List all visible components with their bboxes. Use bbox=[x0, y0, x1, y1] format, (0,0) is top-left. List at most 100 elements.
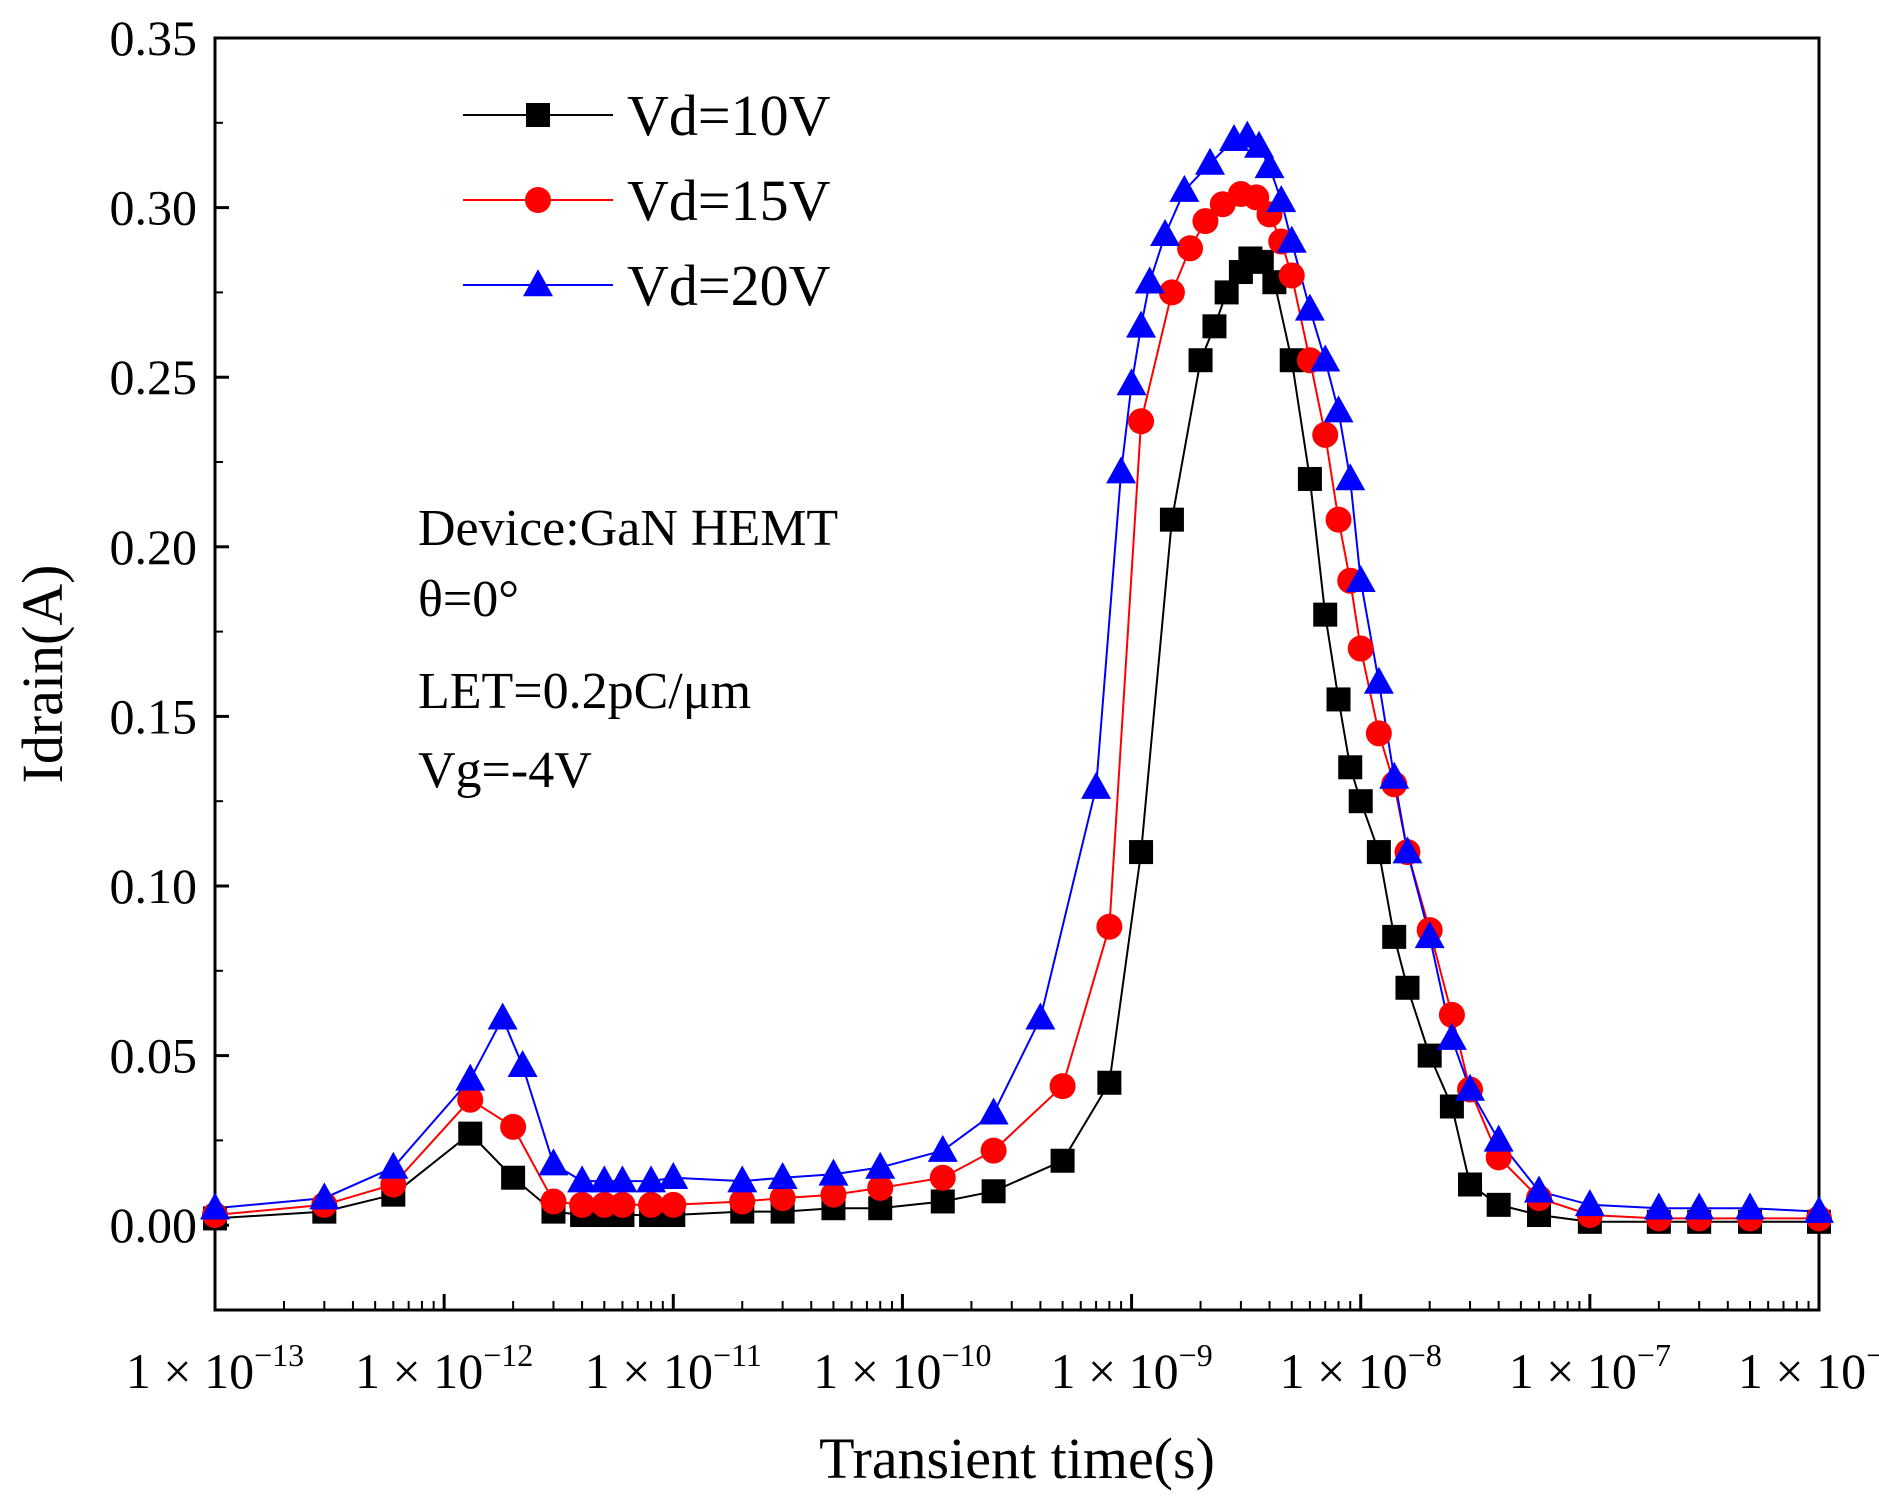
data-point bbox=[1169, 174, 1200, 202]
data-point bbox=[1129, 840, 1154, 865]
y-tick-label: 0.35 bbox=[110, 10, 198, 66]
annotation-let: LET=0.2pC/μm bbox=[418, 663, 751, 720]
data-point bbox=[1106, 456, 1137, 484]
data-point bbox=[1134, 266, 1165, 294]
data-point bbox=[1150, 218, 1181, 246]
data-point bbox=[820, 1181, 847, 1208]
data-point bbox=[1254, 151, 1285, 179]
data-point bbox=[1335, 463, 1366, 491]
data-point bbox=[865, 1151, 896, 1179]
legend-marker bbox=[526, 103, 550, 127]
y-tick-label: 0.15 bbox=[110, 688, 198, 744]
data-point bbox=[818, 1158, 849, 1186]
data-point bbox=[1278, 262, 1305, 289]
data-point bbox=[1202, 314, 1227, 339]
data-point bbox=[867, 1174, 894, 1201]
series-line bbox=[214, 257, 1819, 1223]
data-point bbox=[1417, 1043, 1442, 1068]
data-point bbox=[1348, 789, 1373, 814]
data-point bbox=[1414, 921, 1445, 949]
data-point bbox=[1128, 408, 1155, 435]
y-tick-label: 0.20 bbox=[110, 519, 198, 575]
data-point bbox=[769, 1185, 796, 1212]
legend-label: Vd=15V bbox=[627, 168, 831, 233]
data-point bbox=[727, 1165, 758, 1193]
data-point bbox=[1097, 1070, 1122, 1095]
series-markers bbox=[200, 120, 1834, 1234]
annotation-block: Device:GaN HEMT θ=0° LET=0.2pC/μm Vg=-4V bbox=[418, 500, 838, 799]
data-point bbox=[660, 1191, 687, 1218]
data-point bbox=[538, 1148, 569, 1176]
data-point bbox=[609, 1191, 636, 1218]
data-point bbox=[1436, 1022, 1467, 1050]
data-point bbox=[1574, 1189, 1605, 1217]
data-point bbox=[458, 1121, 483, 1146]
data-point bbox=[540, 1188, 567, 1215]
data-point bbox=[1025, 1002, 1056, 1030]
data-point bbox=[1081, 771, 1112, 799]
data-point bbox=[1363, 666, 1394, 694]
x-axis: 1 × 10−13 1 × 10−12 1 × 10−11 1 × 10−10 1 × … bbox=[126, 1294, 1879, 1399]
data-point bbox=[636, 1165, 667, 1193]
data-point bbox=[500, 1113, 527, 1140]
data-point bbox=[1049, 1073, 1076, 1100]
data-point bbox=[455, 1063, 486, 1091]
x-tick-label: 1 × 10−11 bbox=[585, 1337, 762, 1399]
data-point bbox=[607, 1165, 638, 1193]
data-point bbox=[729, 1188, 756, 1215]
data-point bbox=[1458, 1172, 1483, 1197]
y-tick-label: 0.10 bbox=[110, 858, 198, 914]
data-point bbox=[1486, 1192, 1511, 1217]
x-tick-label: 1 × 10−9 bbox=[1050, 1337, 1212, 1399]
data-point bbox=[1116, 368, 1147, 396]
x-tick-label: 1 × 10−8 bbox=[1280, 1337, 1442, 1399]
data-point bbox=[1294, 293, 1325, 321]
data-point bbox=[1249, 249, 1274, 274]
data-point bbox=[930, 1189, 955, 1214]
y-tick-label: 0.00 bbox=[110, 1197, 198, 1253]
x-tick-label: 1 × 10−10 bbox=[813, 1337, 991, 1399]
data-point bbox=[309, 1182, 340, 1210]
data-point bbox=[507, 1050, 538, 1078]
data-point bbox=[1395, 975, 1420, 1000]
x-tick-label: 1 × 10−12 bbox=[355, 1337, 533, 1399]
data-point bbox=[591, 1191, 618, 1218]
data-point bbox=[1643, 1192, 1674, 1220]
data-point bbox=[1735, 1192, 1766, 1220]
data-point bbox=[1455, 1073, 1486, 1101]
x-axis-title: Transient time(s) bbox=[819, 1426, 1215, 1491]
data-point bbox=[501, 1165, 526, 1190]
data-point bbox=[569, 1191, 596, 1218]
x-tick-label: 1 × 10−6 bbox=[1738, 1337, 1879, 1399]
data-point bbox=[1177, 235, 1204, 262]
data-point bbox=[1244, 130, 1275, 158]
data-point bbox=[567, 1165, 598, 1193]
y-axis: 0.00 0.05 0.10 0.15 0.20 0.25 0.30 0.35 bbox=[110, 10, 229, 1253]
data-point bbox=[1438, 1001, 1465, 1028]
data-point bbox=[457, 1086, 484, 1113]
data-point bbox=[1310, 344, 1341, 372]
data-point bbox=[1379, 761, 1410, 789]
legend-marker bbox=[523, 269, 553, 297]
data-point bbox=[1684, 1192, 1715, 1220]
data-point bbox=[200, 1192, 230, 1220]
data-point bbox=[980, 1137, 1007, 1164]
data-point bbox=[638, 1191, 665, 1218]
data-point bbox=[1345, 564, 1376, 592]
annotation-vg: Vg=-4V bbox=[418, 742, 592, 799]
data-point bbox=[1366, 840, 1391, 865]
data-point bbox=[1266, 185, 1297, 213]
data-point bbox=[378, 1151, 409, 1179]
data-point bbox=[1524, 1175, 1555, 1203]
data-point bbox=[767, 1161, 798, 1189]
annotation-device: Device:GaN HEMT bbox=[418, 500, 838, 557]
data-point bbox=[1159, 507, 1184, 532]
data-point bbox=[1050, 1148, 1075, 1173]
data-point bbox=[1347, 635, 1374, 662]
data-point bbox=[978, 1097, 1009, 1125]
y-axis-title: Idrain(A) bbox=[10, 564, 75, 783]
data-point bbox=[1188, 348, 1213, 373]
legend: Vd=10V Vd=15V Vd=20V bbox=[463, 83, 831, 318]
data-point bbox=[1276, 225, 1307, 253]
